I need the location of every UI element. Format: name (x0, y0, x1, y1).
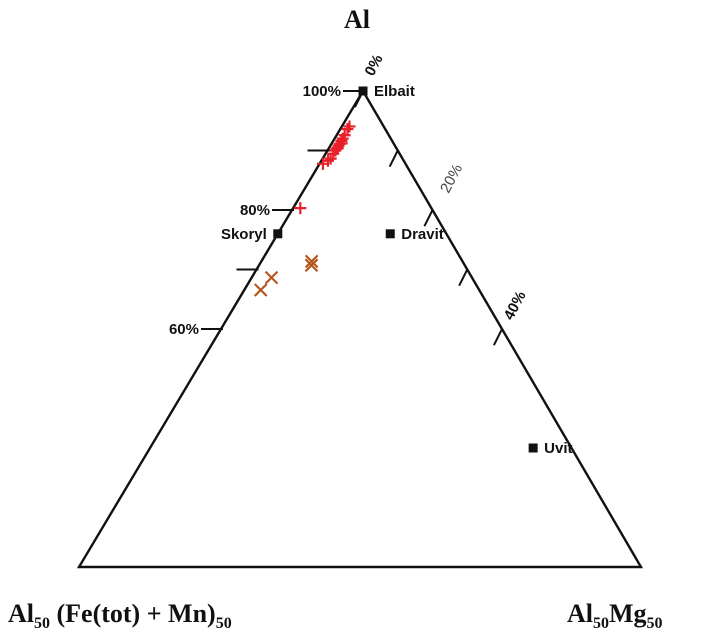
end-member-marker (385, 229, 395, 239)
ternary-triangle (76, 88, 644, 569)
right-axis-tick (388, 150, 399, 168)
right-axis-label: 0% (362, 52, 387, 79)
right-axis-tick (493, 328, 503, 346)
vertex-label-bottom-left: Al50 (Fe(tot) + Mn)50 (8, 599, 232, 632)
vertex-label-bottom-right: Al50Mg50 (567, 599, 663, 632)
end-member-marker (528, 443, 538, 453)
data-point-plus (324, 152, 337, 165)
vertex-label-top: Al (344, 5, 370, 34)
left-axis-label: 60% (169, 321, 199, 338)
right-axis-tick (423, 209, 434, 227)
end-member-label: Elbait (374, 83, 415, 100)
left-axis-label: 100% (303, 83, 341, 100)
end-member-label: Uvit (544, 440, 572, 457)
data-point-plus (331, 142, 344, 155)
data-point-x (253, 283, 268, 297)
data-point-x (304, 258, 319, 272)
left-axis-label: 80% (240, 202, 270, 219)
end-member-label: Dravit (401, 226, 444, 243)
data-point-x (264, 270, 279, 285)
data-point-plus (316, 157, 329, 170)
end-member-marker (273, 229, 283, 239)
data-point-x (304, 254, 319, 269)
right-axis-tick (458, 269, 469, 287)
end-member-label: Skoryl (221, 226, 267, 243)
data-point-plus (341, 123, 354, 136)
data-point-plus (343, 120, 356, 133)
end-member-marker (358, 86, 368, 96)
right-axis-label: 20% (437, 161, 466, 195)
right-axis-label: 40% (501, 288, 530, 322)
data-point-plus (294, 202, 307, 215)
